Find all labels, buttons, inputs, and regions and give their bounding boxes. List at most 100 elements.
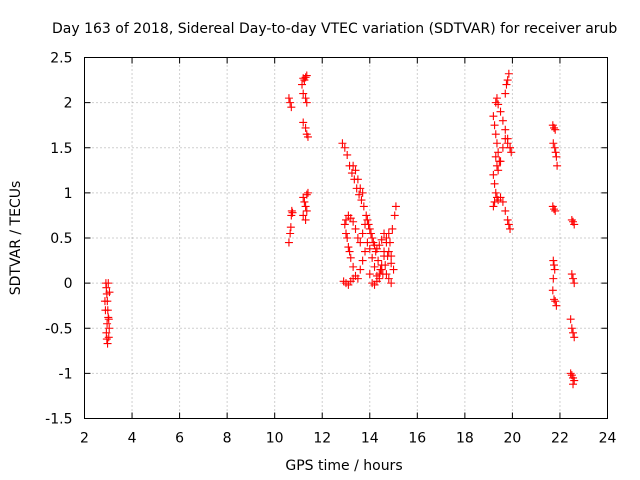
data-point [342,215,350,224]
data-point [299,89,308,98]
y-tick-label: -1.5 [45,412,72,428]
data-point [388,224,397,233]
data-point [101,306,110,315]
data-point [298,80,307,89]
data-point [552,301,561,310]
x-tick-label: 10 [266,431,284,447]
data-points [100,69,579,389]
data-point [550,261,559,270]
data-point [303,188,312,197]
data-point [491,152,500,161]
data-point [494,166,503,175]
data-point [302,190,311,199]
data-point [570,220,579,229]
data-point [358,188,367,197]
data-point [351,224,360,233]
data-point [302,98,311,107]
data-point [343,150,352,159]
data-point [498,116,507,125]
data-point [356,184,365,193]
data-point [501,206,510,215]
data-point [105,324,114,333]
data-point [340,143,349,152]
data-point [377,235,386,244]
data-point [302,71,311,80]
data-point [380,229,389,238]
data-point [284,238,293,247]
y-tick-label: 0.5 [50,231,72,247]
data-point [301,94,310,103]
data-point [504,220,513,229]
data-point [552,152,561,161]
data-point [566,369,575,378]
data-point [345,247,354,256]
data-point [492,94,501,103]
data-point [349,262,358,271]
data-point [498,143,507,152]
data-point [375,241,384,250]
data-point [550,123,559,132]
data-point [340,220,349,229]
data-point [361,247,370,256]
data-point [549,139,558,148]
data-point [567,270,576,279]
data-point [356,238,365,247]
data-point [570,376,579,385]
data-point [382,238,391,247]
data-point [504,69,513,78]
data-point [387,252,396,261]
data-point [365,224,374,233]
data-point [368,234,377,242]
x-tick-label: 22 [551,431,569,447]
x-tick-label: 18 [456,431,474,447]
y-axis-label: SDTVAR / TECUs [8,181,24,296]
y-tick-label: 0 [64,276,73,292]
data-point [365,244,374,253]
data-point [359,202,368,211]
data-point [492,139,501,148]
data-point [550,205,559,214]
data-point [358,256,367,265]
data-point [387,259,396,268]
data-point [494,100,503,109]
y-tick-label: 1 [64,186,73,202]
x-tick-label: 14 [361,431,379,447]
x-tick-label: 20 [503,431,521,447]
data-point [380,252,389,261]
data-point [301,73,310,82]
data-point [502,80,511,89]
data-point [358,229,367,238]
data-point [299,211,308,220]
data-point [506,143,515,152]
data-point [569,328,578,337]
x-tick-label: 4 [128,431,137,447]
data-point [501,89,510,98]
data-point [349,274,358,283]
data-point [100,297,109,306]
y-tick-label: -1 [59,366,73,382]
data-point [103,319,112,328]
data-point [377,261,386,270]
data-point [507,148,516,157]
data-point [553,161,562,170]
data-point [362,211,371,220]
data-point [489,202,498,211]
y-tick-label: 2.5 [50,51,72,67]
data-point [356,265,365,274]
data-point [501,125,510,134]
data-point [551,297,560,306]
data-point [503,139,512,148]
data-point [496,193,505,202]
data-point [551,206,560,215]
data-point [384,247,393,256]
data-point [363,238,372,247]
x-tick-labels: 2 4 6 8 10 12 14 16 18 20 22 24 [80,431,616,447]
data-point [490,197,499,206]
x-axis-label: GPS time / hours [285,458,402,474]
data-point [494,148,503,157]
data-point [567,324,576,333]
data-point [390,211,399,220]
data-point [104,315,113,324]
y-tick-label: 1.5 [50,141,72,157]
